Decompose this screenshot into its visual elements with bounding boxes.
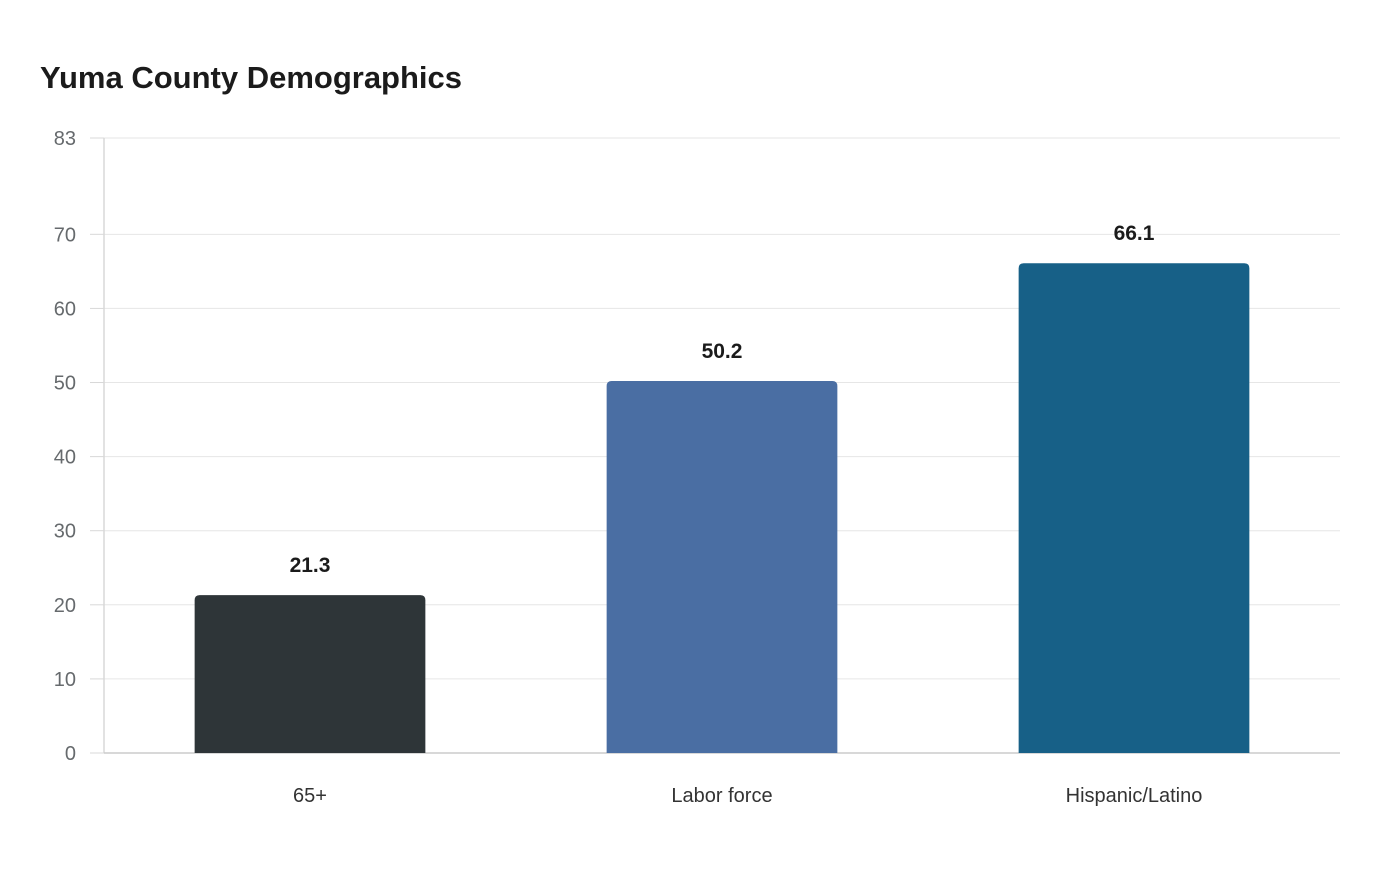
bar-value-label: 21.3 (290, 554, 331, 577)
bar-hispanic-latino (1018, 263, 1250, 753)
y-tick-label: 40 (54, 447, 76, 469)
y-tick-label: 20 (54, 595, 76, 617)
bars (194, 263, 1250, 753)
y-tick-label: 60 (54, 298, 76, 320)
bar-65 (194, 595, 426, 753)
x-category-label: Labor force (671, 785, 772, 807)
bar-value-label: 66.1 (1114, 222, 1155, 245)
y-tick-label: 83 (54, 128, 76, 150)
x-category-label: Hispanic/Latino (1066, 785, 1203, 807)
y-tick-label: 30 (54, 521, 76, 543)
bar-value-label: 50.2 (702, 340, 743, 363)
y-tick-label: 10 (54, 669, 76, 691)
bar-labor-force (606, 381, 838, 753)
labels: 0 10 20 30 40 50 60 70 83 21.3 65+ 50.2 Labor force 6… (54, 128, 1203, 807)
y-tick-label: 0 (65, 743, 76, 765)
y-tick-label: 70 (54, 224, 76, 246)
y-tick-label: 50 (54, 373, 76, 395)
chart-title: Yuma County Demographics (40, 60, 463, 95)
x-category-label: 65+ (293, 785, 327, 807)
